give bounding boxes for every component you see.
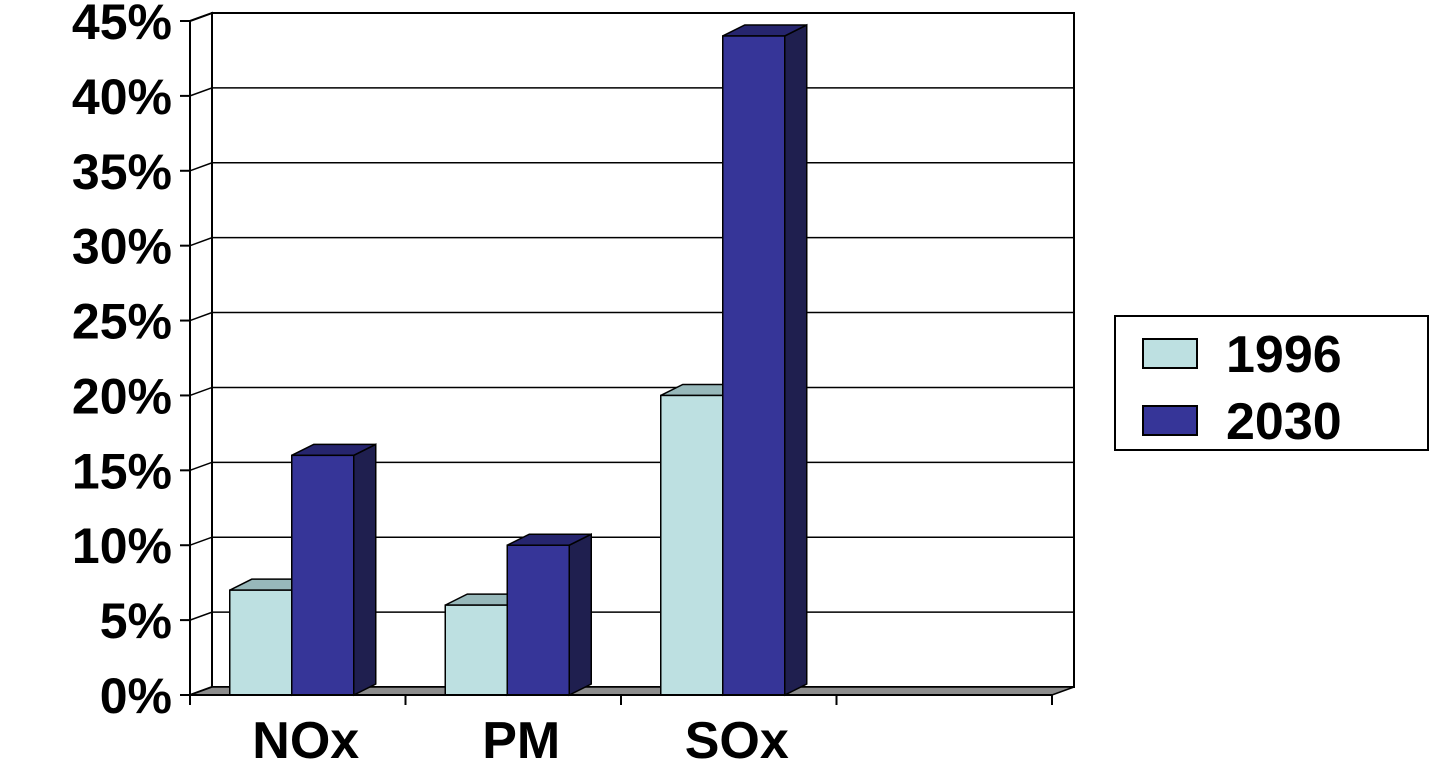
bar-front [722, 35, 786, 696]
bar-side [784, 23, 808, 697]
y-tick-label: 35% [72, 144, 172, 200]
y-tick-label: 5% [100, 593, 172, 649]
bar-2030-PM [506, 533, 592, 697]
bars [229, 23, 808, 697]
legend-swatch-1996 [1142, 338, 1198, 369]
legend-swatch-2030 [1142, 405, 1198, 436]
y-tick-label: 40% [72, 69, 172, 125]
bar-front [291, 454, 355, 696]
y-tick-label: 0% [100, 668, 172, 724]
bar-side [568, 533, 592, 697]
bar-front [229, 589, 293, 696]
x-axis: NOx PM SOx [189, 694, 1053, 762]
x-tick-label: SOx [685, 712, 789, 762]
y-tick-label: 45% [72, 0, 172, 50]
y-axis: 0% 5% 10% 15% 20% 25% 30% 35% 40% 45% [72, 0, 191, 724]
bar-front [506, 544, 570, 696]
y-tick-label: 30% [72, 219, 172, 275]
x-tick-label: PM [482, 712, 560, 762]
bar-front [444, 604, 508, 696]
y-tick-label: 10% [72, 518, 172, 574]
bar-side [353, 443, 377, 697]
x-tick-label: NOx [252, 712, 359, 762]
legend: 1996 2030 [1114, 315, 1429, 451]
gridline [189, 12, 1074, 22]
bar-front [660, 394, 724, 696]
side-wall [189, 11, 213, 697]
bar-2030-SOx [722, 23, 808, 697]
legend-label-2030: 2030 [1226, 393, 1342, 451]
y-tick-label: 25% [72, 294, 172, 350]
y-tick-label: 15% [72, 443, 172, 499]
legend-label-1996: 1996 [1226, 326, 1342, 384]
y-tick-label: 20% [72, 368, 172, 424]
bar-2030-NOx [291, 443, 377, 697]
